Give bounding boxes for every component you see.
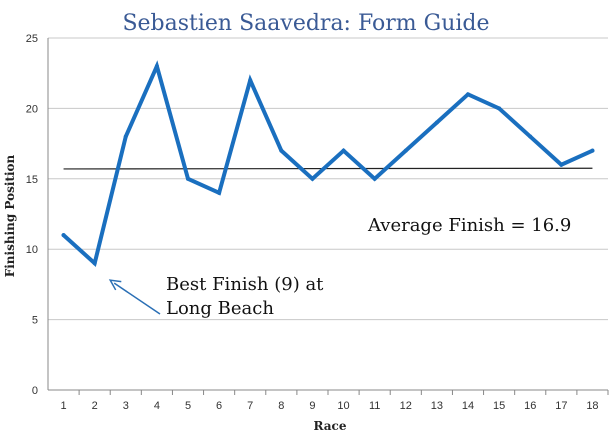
x-tick-label: 18 [586, 400, 598, 412]
best-finish-arrow [108, 279, 161, 315]
x-tick-label: 12 [400, 400, 412, 412]
data-point [372, 176, 377, 181]
data-point [559, 162, 564, 167]
x-tick-label: 11 [369, 400, 380, 412]
data-point [341, 148, 346, 153]
data-point [310, 176, 315, 181]
y-tick-label: 25 [26, 33, 38, 45]
average-finish-annotation: Average Finish = 16.9 [367, 215, 571, 236]
arrow-head [108, 279, 122, 291]
y-tick-label: 20 [26, 103, 38, 115]
x-tick-label: 3 [123, 400, 129, 412]
x-axis-label: Race [314, 419, 347, 433]
x-tick-label: 16 [524, 400, 536, 412]
x-tick-label: 1 [60, 400, 66, 412]
best-finish-annotation-line-1: Best Finish (9) at [166, 274, 324, 295]
average-reference-line [63, 167, 593, 170]
x-tick-label: 6 [216, 400, 222, 412]
data-point [123, 134, 128, 139]
y-tick-label: 10 [26, 244, 38, 256]
data-point [590, 148, 595, 153]
data-points [61, 64, 595, 266]
chart-title: Sebastien Saavedra: Form Guide [122, 11, 489, 36]
x-tick-label: 15 [493, 400, 505, 412]
x-tick-label: 13 [431, 400, 443, 412]
y-tick-label: 15 [26, 174, 38, 186]
x-tick-labels: 1 2 3 4 5 6 7 8 9 10 11 12 13 14 15 16 17 18 [60, 400, 598, 412]
x-tick-label: 5 [185, 400, 191, 412]
y-tick-label: 5 [32, 315, 38, 327]
best-finish-annotation-line-2: Long Beach [166, 298, 274, 319]
data-point [403, 148, 408, 153]
arrow-shaft [113, 282, 161, 315]
x-tick-label: 7 [247, 400, 253, 412]
x-tick-label: 10 [337, 400, 349, 412]
data-point [61, 233, 66, 238]
x-tick-label: 4 [154, 400, 160, 412]
data-point [279, 148, 284, 153]
series-line [61, 60, 595, 268]
x-tick-label: 14 [462, 400, 474, 412]
gridlines [48, 37, 608, 321]
x-tick-label: 9 [309, 400, 315, 412]
y-axis-label: Finishing Position [3, 154, 17, 277]
data-point [466, 92, 470, 97]
axes [47, 38, 609, 395]
data-point [154, 64, 159, 69]
y-tick-labels: 0 5 10 15 20 25 [26, 33, 38, 397]
data-point [186, 176, 190, 181]
x-tick-label: 2 [92, 400, 98, 412]
x-tick-label: 17 [555, 400, 567, 412]
x-tick-label: 8 [278, 400, 284, 412]
data-point [248, 78, 253, 83]
data-point [434, 120, 439, 125]
data-point [92, 261, 97, 266]
data-point [497, 106, 502, 111]
data-point [217, 190, 222, 195]
data-point [528, 134, 533, 139]
y-tick-label: 0 [32, 385, 38, 397]
